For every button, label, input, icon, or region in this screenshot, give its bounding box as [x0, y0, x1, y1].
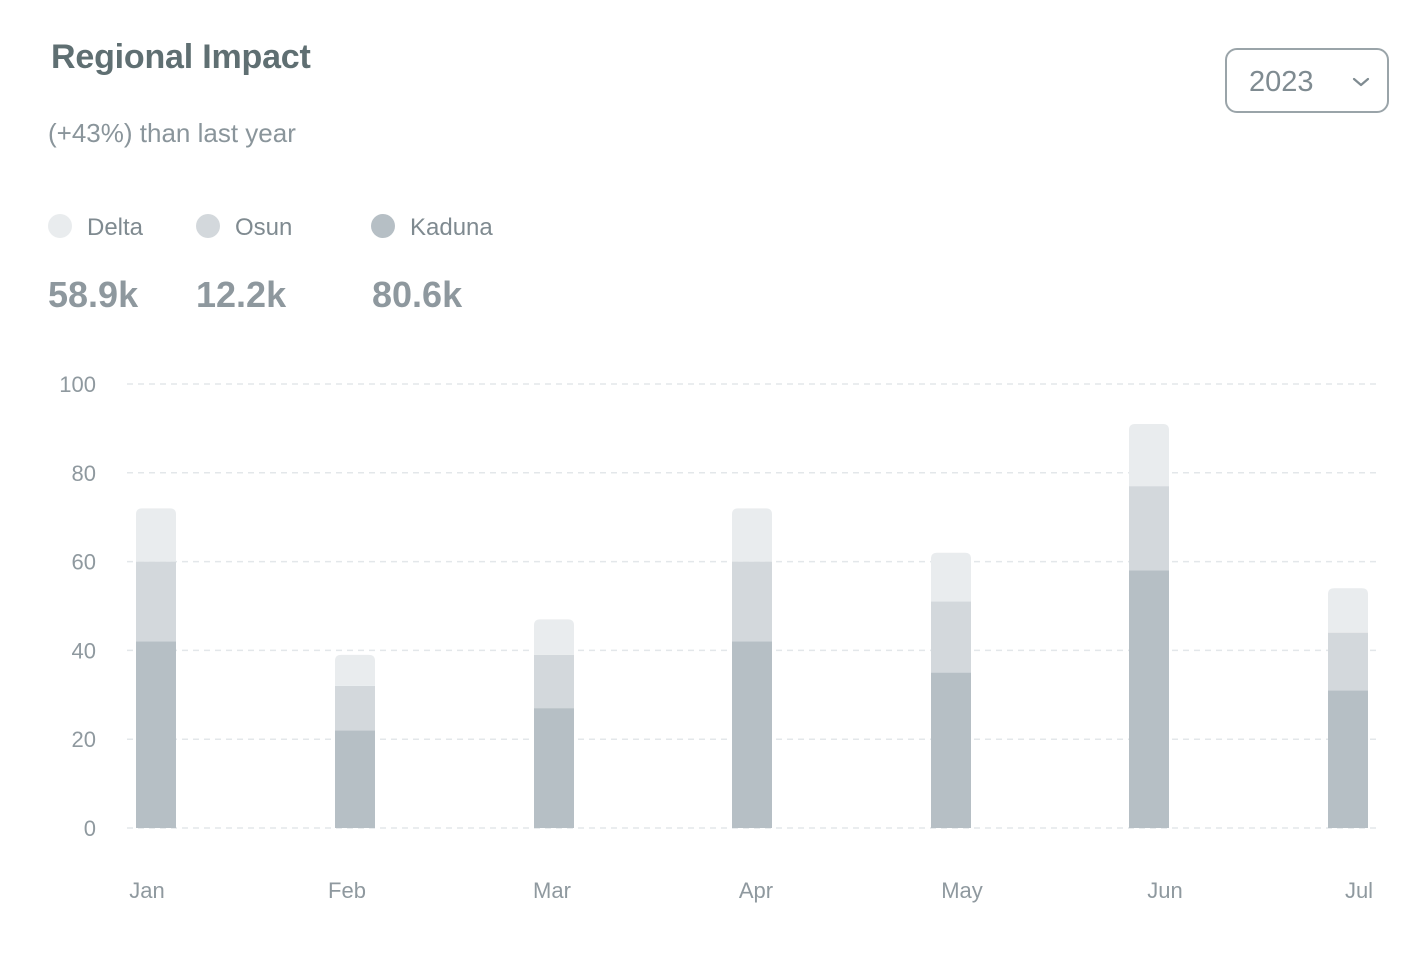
y-tick-label: 100 — [59, 372, 96, 397]
y-tick-label: 0 — [84, 816, 96, 841]
x-tick-label: Apr — [739, 878, 773, 903]
bar-segment-delta-jan[interactable] — [136, 508, 176, 562]
bar-segment-osun-apr[interactable] — [732, 561, 772, 642]
legend-dot-delta — [48, 214, 72, 238]
bar-segment-osun-mar[interactable] — [534, 654, 574, 709]
bar-segment-kaduna-may[interactable] — [931, 672, 971, 828]
chevron-down-icon — [1352, 77, 1370, 87]
legend-dot-kaduna — [371, 214, 395, 238]
bar-segment-osun-jun[interactable] — [1129, 486, 1169, 571]
bar-segment-kaduna-jun[interactable] — [1129, 570, 1169, 828]
bar-segment-osun-jan[interactable] — [136, 561, 176, 642]
y-tick-label: 80 — [72, 461, 96, 486]
bar-segment-delta-mar[interactable] — [534, 619, 574, 655]
bar-segment-osun-jul[interactable] — [1328, 632, 1368, 691]
legend-total-delta: 58.9k — [48, 274, 139, 315]
bar-segment-osun-may[interactable] — [931, 601, 971, 673]
chart-title: Regional Impact — [51, 38, 311, 76]
bar-segment-delta-feb[interactable] — [335, 654, 375, 686]
stacked-bar-chart: 0 20 40 60 80 100 Jan Feb Mar Apr May Jun Jul — [59, 372, 1378, 903]
legend-total-kaduna: 80.6k — [372, 274, 463, 315]
bar-segment-delta-apr[interactable] — [732, 508, 772, 562]
year-select[interactable]: 2023 — [1225, 48, 1389, 113]
bar-segment-delta-jun[interactable] — [1129, 423, 1169, 487]
legend-dot-osun — [196, 214, 220, 238]
x-tick-label: Jan — [129, 878, 164, 903]
bar-segment-delta-may[interactable] — [931, 552, 971, 602]
legend-label: Osun — [235, 214, 293, 241]
bar-segment-kaduna-mar[interactable] — [534, 708, 574, 828]
bar-segment-kaduna-jul[interactable] — [1328, 690, 1368, 828]
legend-label: Kaduna — [410, 214, 493, 241]
x-tick-label: May — [941, 878, 983, 903]
bar-segment-osun-feb[interactable] — [335, 685, 375, 731]
x-tick-label: Mar — [533, 878, 571, 903]
year-select-value: 2023 — [1249, 66, 1314, 98]
bar-segment-kaduna-jan[interactable] — [136, 641, 176, 828]
y-tick-label: 40 — [72, 638, 96, 663]
x-tick-label: Feb — [328, 878, 366, 903]
x-tick-label: Jun — [1147, 878, 1182, 903]
y-tick-label: 60 — [72, 550, 96, 575]
bar-segment-kaduna-feb[interactable] — [335, 730, 375, 828]
y-tick-label: 20 — [72, 727, 96, 752]
legend-total-osun: 12.2k — [196, 274, 287, 315]
chart-subtitle: (+43%) than last year — [48, 118, 296, 148]
legend-label: Delta — [87, 214, 144, 241]
bar-segment-kaduna-apr[interactable] — [732, 641, 772, 828]
x-tick-label: Jul — [1345, 878, 1373, 903]
bar-segment-delta-jul[interactable] — [1328, 588, 1368, 633]
